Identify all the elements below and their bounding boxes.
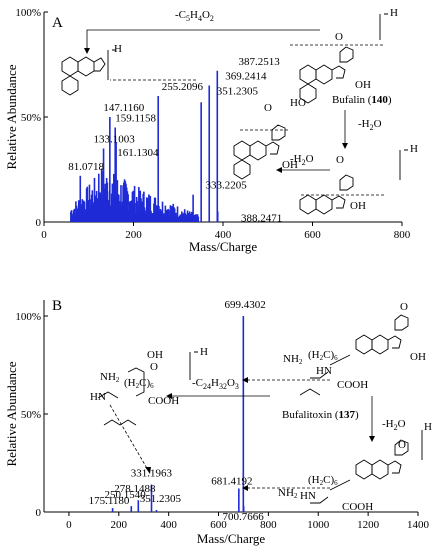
x-tick-label: 400: [215, 229, 232, 241]
panel-a-oh-3: OH: [350, 200, 366, 212]
panel-b-oxygen-frag: O: [150, 361, 158, 373]
panel-b-structure-dehydrated: [310, 430, 423, 504]
panel-b-hplus-2: H: [424, 421, 432, 433]
panel-b-structure-fragment: [97, 351, 198, 426]
panel-b-water-loss: -H2O: [382, 418, 406, 432]
x-tick-label: 0: [41, 229, 47, 241]
panel-b-oxygen-1: O: [400, 301, 408, 313]
peak-label: 351.2305: [140, 493, 182, 505]
peak-label: 81.0718: [68, 161, 104, 173]
peak-label: 387.2513: [238, 56, 280, 68]
panel-a-hplus-2: H: [390, 7, 398, 19]
panel-a-x-ticks: 0 200 400 600 800: [41, 222, 411, 241]
panel-b-nh2-1: NH2: [283, 353, 303, 366]
panel-b-label: B: [52, 298, 62, 314]
panel-a-structure-fragment: [61, 49, 116, 96]
x-tick-label: 600: [304, 229, 321, 241]
panel-b-hn-2: HN: [300, 490, 316, 502]
peak-label: 351.2305: [217, 85, 259, 97]
panel-a-water-loss-2: -H2O: [290, 153, 314, 167]
x-tick-label: 1000: [307, 519, 330, 531]
panel-b-hn-1: HN: [316, 365, 332, 377]
panel-b-compound-label: Bufalitoxin (137): [282, 409, 359, 421]
panel-a: A 100% 50% 0 0 200 400 600 800 Mass/Charge R…: [4, 7, 418, 254]
peak-label: 255.2096: [162, 81, 204, 93]
panel-a-structure-dehydrated: [233, 124, 286, 180]
panel-b-oh-1: OH: [410, 351, 426, 363]
panel-b-ch2-1: (H2C)6: [308, 349, 338, 362]
panel-b-cooh-2: COOH: [342, 501, 373, 513]
peak-label: 681.4192: [211, 475, 252, 487]
panel-a-oxygen-3: O: [336, 154, 344, 166]
panel-b-nh2-2: NH2: [278, 487, 298, 500]
peak-label: 133.1003: [94, 134, 136, 146]
panel-a-peaks: [79, 70, 219, 222]
panel-b-cooh-1: COOH: [337, 379, 368, 391]
peak-label: 278.1488: [114, 483, 156, 495]
x-tick-label: 400: [160, 519, 177, 531]
panel-a-structure-bufalin: [299, 13, 388, 104]
panel-a-ytick-0: 0: [36, 217, 42, 229]
panel-b-oh-frag: OH: [147, 349, 163, 361]
panel-a-oh-1: OH: [355, 79, 371, 91]
panel-a-hplus-1: H: [114, 43, 122, 55]
panel-a-noise-peaks: [70, 168, 200, 222]
panel-b-ch2-frag: (H2C)6: [124, 377, 154, 390]
panel-b-nh2-frag: NH2: [100, 371, 120, 384]
panel-b-hn-frag: HN: [90, 391, 106, 403]
panel-b: B 100% 50% 0 0 200 400 600 800 1000 1200 1400 M…: [4, 298, 432, 546]
peak-label: 161.1304: [117, 147, 159, 159]
x-tick-label: 1400: [407, 519, 430, 531]
panel-a-ho: HO: [290, 97, 306, 109]
panel-a-xlabel: Mass/Charge: [189, 239, 258, 254]
panel-a-compound-label: Bufalin (140): [332, 94, 392, 106]
peak-label: 331.1963: [131, 468, 173, 480]
peak-label: 699.4302: [225, 299, 266, 311]
panel-a-ytick-50: 50%: [21, 112, 41, 124]
x-tick-label: 200: [125, 229, 142, 241]
panel-b-structure-bufalitoxin: [299, 314, 409, 396]
panel-a-loss-formula: -C5H4O2: [175, 9, 214, 23]
peak-label: 388.2471: [241, 213, 282, 225]
x-tick-label: 1200: [357, 519, 380, 531]
peak-label: 175.1180: [89, 495, 130, 507]
panel-b-ylabel: Relative Abundance: [4, 361, 19, 466]
panel-b-peaks: [111, 316, 245, 512]
x-tick-label: 800: [394, 229, 411, 241]
panel-a-oh-2: OH: [282, 159, 298, 171]
panel-b-hplus-1: H: [200, 346, 208, 358]
panel-a-label: A: [52, 15, 63, 31]
peak-label: 369.2414: [225, 71, 267, 83]
panel-b-ytick-100: 100%: [15, 311, 41, 323]
panel-a-water-loss-1: -H2O: [358, 118, 382, 132]
panel-b-x-ticks: 0 200 400 600 800 1000 1200 1400: [66, 512, 430, 531]
panel-a-hplus-3: H: [410, 143, 418, 155]
panel-b-ytick-50: 50%: [21, 409, 41, 421]
x-tick-label: 0: [66, 519, 72, 531]
panel-a-oxygen-1: O: [335, 31, 343, 43]
panel-b-oxygen-2: O: [398, 439, 406, 451]
panel-a-structure-dehydrated-2: [299, 149, 408, 215]
panel-b-ch2-2: (H2C)6: [308, 474, 338, 487]
peak-label: 333.2205: [206, 180, 248, 192]
peak-label: 250.1540: [105, 489, 147, 501]
panel-a-ylabel: Relative Abundance: [4, 64, 19, 169]
panel-a-oxygen-2: O: [264, 102, 272, 114]
peak-label: 159.1158: [115, 113, 156, 125]
panel-b-xlabel: Mass/Charge: [197, 531, 266, 546]
peak-label: 147.1160: [103, 102, 144, 114]
x-tick-label: 600: [210, 519, 227, 531]
peak-label: 700.7666: [222, 511, 264, 523]
panel-a-ytick-100: 100%: [15, 7, 41, 19]
panel-b-cooh-frag: COOH: [148, 395, 179, 407]
x-tick-label: 200: [111, 519, 128, 531]
panel-b-ytick-0: 0: [36, 507, 42, 519]
panel-a-loss-arrow: [86, 29, 320, 50]
panel-b-loss-formula: -C24H32O3: [192, 377, 239, 391]
x-tick-label: 800: [260, 519, 277, 531]
